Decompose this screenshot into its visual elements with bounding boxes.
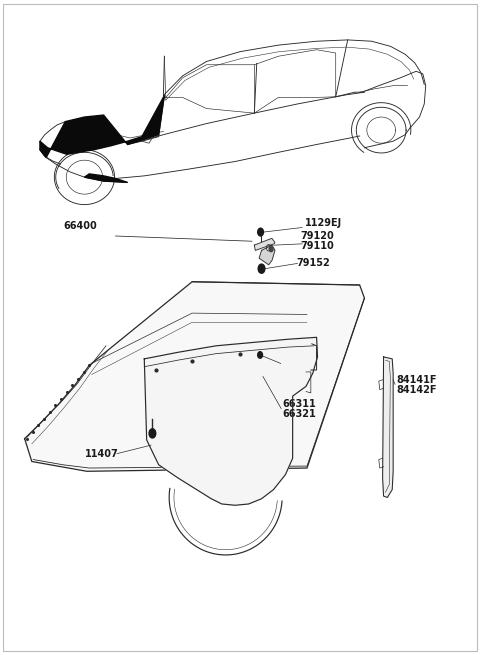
Circle shape: [269, 246, 273, 252]
Text: 84141F: 84141F: [396, 375, 437, 384]
Polygon shape: [40, 96, 164, 158]
Polygon shape: [24, 282, 364, 472]
Text: 79110: 79110: [300, 241, 334, 251]
Circle shape: [149, 429, 156, 438]
Text: 66400: 66400: [63, 221, 96, 231]
Polygon shape: [144, 337, 318, 505]
Text: 66321: 66321: [282, 409, 316, 419]
Circle shape: [258, 228, 264, 236]
Text: 66311: 66311: [282, 399, 316, 409]
Text: 79120: 79120: [300, 231, 334, 241]
Circle shape: [258, 264, 265, 273]
Text: 84142F: 84142F: [396, 384, 437, 394]
Polygon shape: [84, 174, 128, 182]
Polygon shape: [259, 245, 275, 265]
Polygon shape: [254, 238, 275, 250]
Text: 11407: 11407: [84, 449, 118, 458]
Circle shape: [258, 352, 263, 358]
Polygon shape: [383, 357, 393, 497]
Text: 1129EJ: 1129EJ: [305, 218, 342, 228]
Text: 79152: 79152: [297, 259, 330, 269]
